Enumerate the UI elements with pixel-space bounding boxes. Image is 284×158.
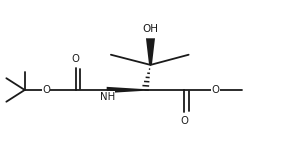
Text: NH: NH [100,91,115,102]
Polygon shape [107,87,145,93]
Text: O: O [72,54,80,64]
Text: O: O [212,85,220,95]
Text: O: O [180,116,188,126]
Text: OH: OH [143,24,158,34]
Text: O: O [42,85,50,95]
Polygon shape [146,38,155,65]
